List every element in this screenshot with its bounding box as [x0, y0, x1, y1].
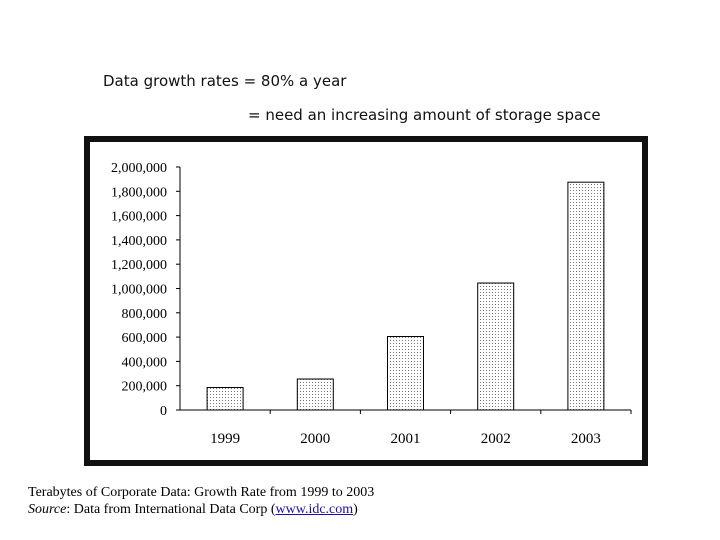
chart-background [90, 142, 642, 460]
y-tick-label: 600,000 [122, 331, 168, 346]
headline-storage-need: = need an increasing amount of storage s… [248, 106, 601, 124]
source-label: Source [28, 502, 67, 517]
y-tick-label: 1,600,000 [111, 210, 167, 225]
y-tick-label: 1,200,000 [111, 258, 167, 273]
y-tick-label: 1,000,000 [111, 283, 167, 298]
bar-2001 [387, 335, 424, 411]
bar-2002 [477, 282, 515, 411]
x-tick-label: 1999 [210, 431, 240, 447]
source-end: ) [353, 502, 358, 517]
y-tick-label: 400,000 [122, 355, 168, 370]
bar-chart: 0 200,000 400,000 600,000 800,000 1,000,000 1,… [111, 161, 632, 447]
bar-2000 [296, 378, 334, 411]
source-caption: Source: Data from International Data Cor… [28, 502, 358, 518]
y-tick-label: 2,000,000 [111, 161, 167, 176]
chart-caption: Terabytes of Corporate Data: Growth Rate… [28, 485, 375, 500]
source-link[interactable]: www.idc.com [275, 502, 354, 517]
x-tick-label: 2000 [300, 431, 330, 447]
x-tick-label: 2003 [571, 431, 601, 447]
bar-1999 [206, 387, 244, 411]
source-text: : Data from International Data Corp ( [66, 502, 276, 517]
x-tick-label: 2001 [391, 431, 421, 447]
y-tick-label: 1,800,000 [111, 185, 167, 200]
x-tick-label: 2002 [481, 431, 511, 447]
y-tick-label: 0 [160, 404, 167, 419]
bar-2003 [567, 181, 605, 411]
y-tick-label: 200,000 [122, 380, 168, 395]
y-tick-label: 800,000 [122, 307, 168, 322]
headline-growth-rate: Data growth rates = 80% a year [103, 72, 347, 90]
y-tick-label: 1,400,000 [111, 234, 167, 249]
